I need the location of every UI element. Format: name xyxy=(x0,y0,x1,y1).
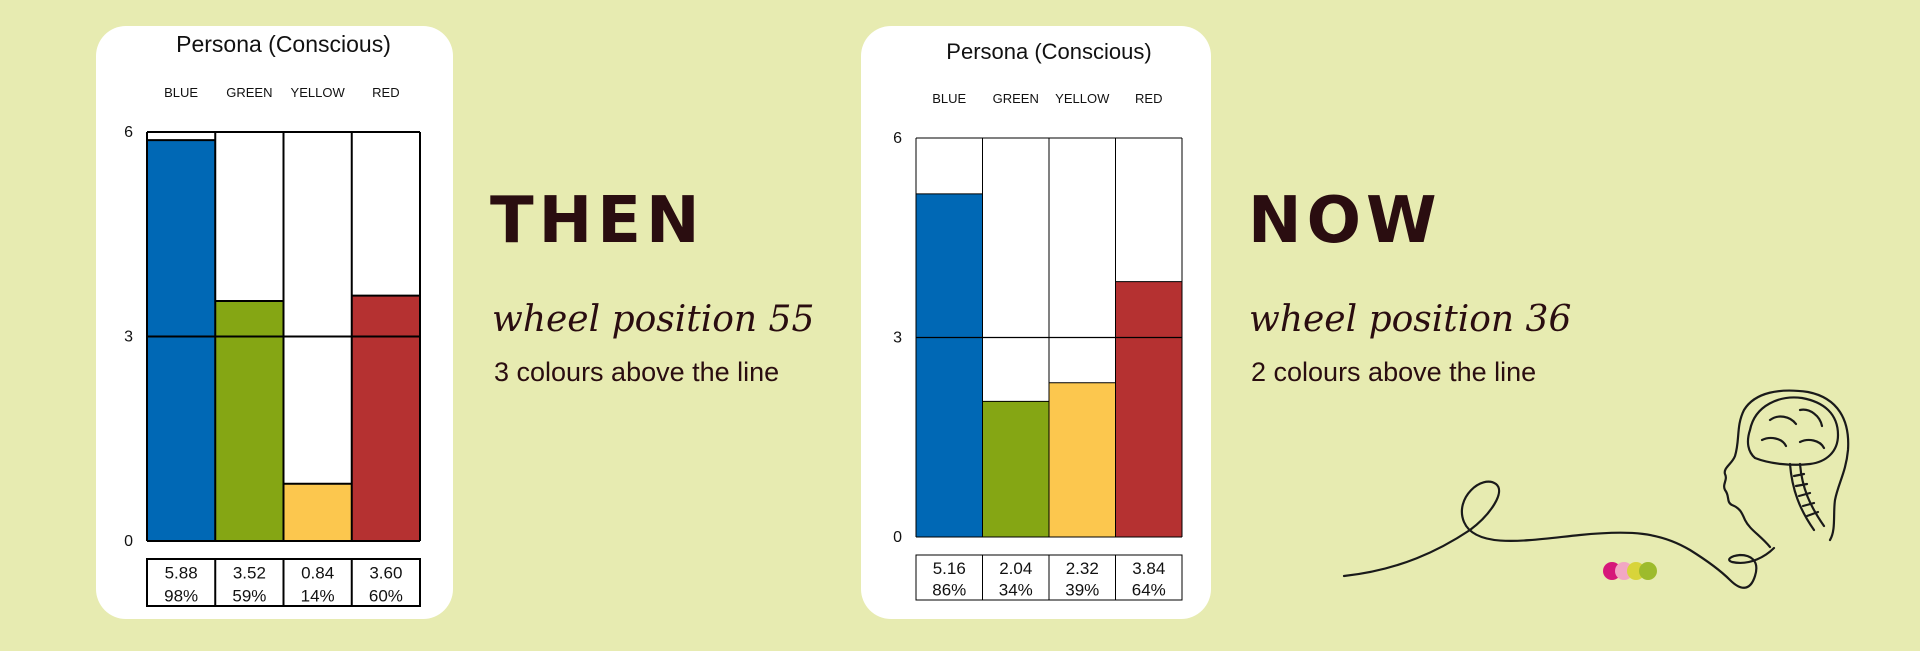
percent-label-blue: 86% xyxy=(932,581,966,600)
percent-label-green: 34% xyxy=(999,581,1033,600)
percent-label-red: 60% xyxy=(369,586,403,605)
value-label-blue: 5.16 xyxy=(933,559,966,578)
category-label-green: GREEN xyxy=(226,85,272,100)
chart-title: Persona (Conscious) xyxy=(946,39,1151,64)
dot-green xyxy=(1639,562,1657,580)
then-chart-card: Persona (Conscious) BLUE GREEN YELLOW RED 0 3 6… xyxy=(96,26,453,619)
spine xyxy=(1788,462,1826,532)
y-tick-label-6: 6 xyxy=(893,130,902,147)
percent-label-blue: 98% xyxy=(164,586,198,605)
category-label-red: RED xyxy=(1135,91,1162,106)
bar-yellow xyxy=(1049,382,1116,537)
bar-red xyxy=(1115,281,1182,537)
category-label-blue: BLUE xyxy=(932,91,966,106)
category-label-blue: BLUE xyxy=(164,85,198,100)
y-tick-label-6: 6 xyxy=(124,124,133,141)
then-description: 3 colours above the line xyxy=(494,357,780,387)
value-label-yellow: 2.32 xyxy=(1066,559,1099,578)
then-wheel-position: wheel position 55 xyxy=(492,299,815,340)
bar-yellow xyxy=(283,483,352,541)
y-tick-label-3: 3 xyxy=(893,330,902,347)
y-tick-label-0: 0 xyxy=(893,529,902,546)
now-chart-card: Persona (Conscious) BLUE GREEN YELLOW RED 0 3 6… xyxy=(861,26,1211,619)
percent-label-yellow: 39% xyxy=(1065,581,1099,600)
bar-blue xyxy=(147,140,216,541)
percent-label-green: 59% xyxy=(232,586,266,605)
bar-blue xyxy=(916,193,983,538)
value-label-green: 2.04 xyxy=(999,559,1032,578)
bar-red xyxy=(351,295,420,541)
now-heading: NOW xyxy=(1248,184,1442,258)
value-label-green: 3.52 xyxy=(233,564,266,583)
value-label-yellow: 0.84 xyxy=(301,564,334,583)
category-label-yellow: YELLOW xyxy=(291,85,346,100)
then-bar-chart: Persona (Conscious) BLUE GREEN YELLOW RED 0 3 6… xyxy=(124,31,421,607)
percent-label-red: 64% xyxy=(1132,581,1166,600)
now-wheel-position: wheel position 36 xyxy=(1249,299,1572,340)
chart-title: Persona (Conscious) xyxy=(176,31,391,57)
now-description: 2 colours above the line xyxy=(1251,357,1537,387)
then-heading: THEN xyxy=(490,184,705,258)
value-label-red: 3.60 xyxy=(369,564,402,583)
value-label-blue: 5.88 xyxy=(165,564,198,583)
bar-green xyxy=(982,401,1049,537)
category-label-red: RED xyxy=(372,85,399,100)
y-tick-label-3: 3 xyxy=(124,329,133,346)
brain-folds xyxy=(1760,408,1826,450)
category-label-green: GREEN xyxy=(993,91,1039,106)
bar-green xyxy=(215,301,284,541)
brain-outline xyxy=(1746,396,1840,466)
value-label-red: 3.84 xyxy=(1132,559,1165,578)
head-profile xyxy=(1723,389,1850,549)
head-line-art-illustration xyxy=(1342,389,1850,589)
now-bar-chart: Persona (Conscious) BLUE GREEN YELLOW RED 0 3 6… xyxy=(893,39,1183,601)
category-label-yellow: YELLOW xyxy=(1055,91,1110,106)
y-tick-label-0: 0 xyxy=(124,533,133,550)
percent-label-yellow: 14% xyxy=(301,586,335,605)
swirl-line xyxy=(1342,480,1776,589)
